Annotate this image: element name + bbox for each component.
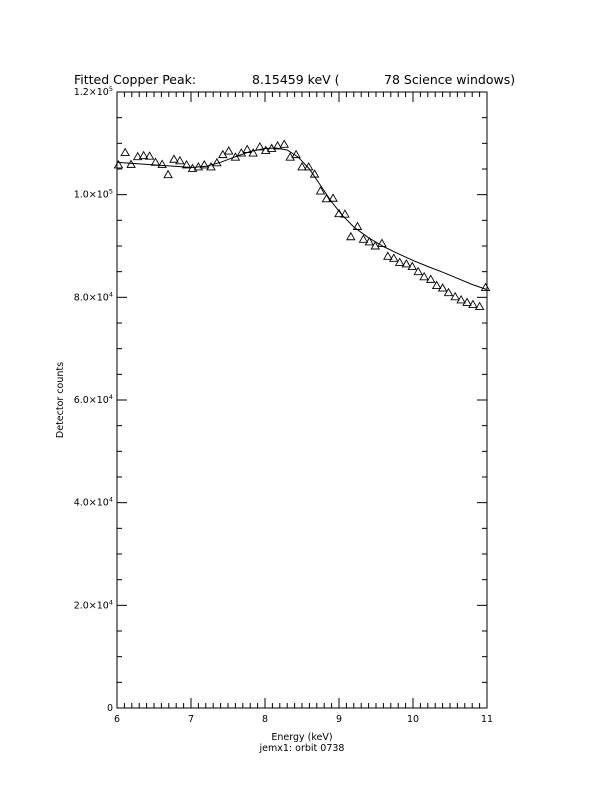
data-point	[383, 251, 393, 260]
y-tick-label: 1.0×105	[74, 188, 113, 201]
data-point	[206, 162, 216, 171]
data-point	[279, 139, 290, 148]
data-point	[321, 193, 332, 203]
axis-ticks	[116, 91, 488, 709]
data-point	[132, 151, 143, 161]
data-point	[303, 162, 314, 171]
data-point	[175, 155, 185, 165]
data-point	[407, 261, 418, 270]
data-point	[450, 291, 460, 301]
data-point	[352, 221, 363, 230]
x-tick-label: 6	[114, 714, 120, 725]
data-point	[169, 154, 179, 163]
data-point	[212, 157, 222, 167]
chart-title-part-2: 8.15459 keV (	[252, 72, 340, 87]
data-point	[413, 266, 423, 276]
data-point	[474, 301, 485, 311]
data-point	[138, 150, 149, 160]
data-point	[272, 140, 283, 150]
data-point	[150, 157, 161, 166]
chart-subtitle: jemx1: orbit 0738	[259, 743, 345, 754]
data-point	[431, 280, 442, 289]
data-point	[456, 294, 466, 304]
y-tick-label: 6.0×104	[74, 393, 113, 406]
data-point	[358, 234, 369, 243]
y-tick-label: 1.2×105	[74, 85, 113, 98]
data-point	[315, 186, 326, 195]
data-point	[309, 169, 320, 178]
y-tick-label: 4.0×104	[74, 496, 113, 509]
data-point	[187, 163, 198, 172]
data-point	[401, 259, 412, 268]
fit-curve	[116, 147, 488, 291]
data-point	[437, 283, 448, 292]
data-point	[199, 159, 210, 169]
data-point	[291, 149, 301, 159]
x-tick-label: 8	[262, 714, 268, 725]
data-point	[443, 287, 454, 297]
data-point	[144, 151, 155, 160]
data-point	[230, 152, 241, 161]
data-point	[120, 147, 130, 157]
y-tick-labels: 0 2.0×104 4.0×104 6.0×104 8.0×104 1.0×105 1.2×…	[74, 85, 113, 714]
y-tick-label: 0	[107, 703, 113, 714]
data-point	[346, 231, 356, 241]
plot-frame	[116, 91, 488, 709]
x-axis-label: Energy (keV)	[271, 732, 332, 743]
data-point	[468, 299, 478, 308]
data-point	[242, 144, 253, 153]
data-point	[297, 162, 307, 171]
data-point	[419, 271, 429, 281]
data-point	[370, 241, 381, 250]
data-point	[328, 193, 338, 202]
data-point	[223, 146, 234, 155]
y-tick-label: 8.0×104	[74, 290, 113, 303]
data-point	[181, 159, 192, 169]
data-point	[480, 282, 491, 292]
data-point	[248, 148, 258, 157]
x-tick-label: 9	[336, 714, 342, 725]
data-point	[364, 236, 375, 246]
x-tick-label: 10	[407, 714, 419, 725]
y-tick-label: 2.0×104	[74, 598, 113, 611]
data-point	[388, 253, 399, 262]
chart-title-part-3: 78 Science windows)	[384, 72, 515, 87]
chart-title-part-1: Fitted Copper Peak:	[74, 72, 196, 87]
x-tick-label: 7	[188, 714, 194, 725]
data-point	[255, 142, 265, 151]
data-point	[163, 169, 173, 179]
data-points	[113, 139, 491, 311]
x-tick-labels: 6 7 8 9 10 11	[114, 714, 493, 725]
data-point	[377, 238, 387, 247]
data-point	[340, 209, 350, 218]
data-point	[126, 159, 136, 168]
data-point	[157, 159, 167, 168]
data-point	[193, 162, 204, 171]
y-axis-label: Detector counts	[55, 362, 66, 438]
data-point	[425, 274, 436, 283]
data-point	[113, 159, 124, 169]
data-point	[260, 145, 271, 154]
data-point	[462, 297, 472, 306]
data-point	[334, 208, 344, 218]
data-point	[394, 257, 405, 266]
x-tick-label: 11	[481, 714, 493, 725]
